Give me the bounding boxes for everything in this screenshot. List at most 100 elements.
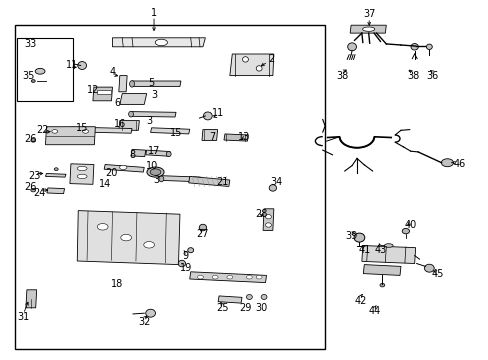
Ellipse shape (178, 260, 185, 267)
Text: 6: 6 (114, 98, 120, 108)
Ellipse shape (143, 242, 154, 248)
Polygon shape (263, 209, 273, 230)
Text: 19: 19 (179, 263, 192, 273)
Text: 34: 34 (269, 177, 282, 187)
Ellipse shape (31, 80, 35, 82)
Text: 17: 17 (148, 146, 161, 156)
Ellipse shape (121, 234, 131, 241)
Text: 41: 41 (357, 245, 370, 255)
Ellipse shape (426, 44, 431, 49)
Text: 25: 25 (216, 303, 228, 313)
Text: 36: 36 (426, 71, 438, 81)
Bar (15, 25, 325, 349)
Text: 44: 44 (367, 306, 380, 316)
Text: 1: 1 (151, 8, 157, 18)
Polygon shape (70, 127, 132, 133)
Polygon shape (218, 296, 242, 303)
Text: 16: 16 (113, 119, 126, 129)
Text: 4: 4 (109, 67, 115, 77)
Ellipse shape (256, 275, 262, 279)
Polygon shape (150, 128, 189, 134)
Ellipse shape (268, 185, 276, 191)
Text: 9: 9 (183, 251, 188, 261)
Polygon shape (104, 165, 144, 172)
Ellipse shape (261, 294, 266, 300)
Text: 32: 32 (138, 317, 150, 327)
Text: 33: 33 (24, 39, 37, 49)
Text: 13: 13 (238, 132, 250, 142)
Text: 2: 2 (268, 54, 274, 64)
Ellipse shape (347, 43, 356, 51)
Ellipse shape (424, 264, 433, 272)
Polygon shape (131, 149, 145, 157)
Text: 22: 22 (36, 125, 48, 135)
Polygon shape (131, 81, 181, 86)
Polygon shape (160, 176, 200, 182)
Polygon shape (224, 134, 248, 141)
Text: 11: 11 (211, 108, 224, 118)
Ellipse shape (410, 44, 417, 50)
Ellipse shape (150, 169, 161, 175)
Ellipse shape (265, 215, 271, 219)
Ellipse shape (362, 27, 374, 31)
Polygon shape (77, 211, 180, 265)
Text: 31: 31 (17, 312, 30, 322)
Polygon shape (349, 25, 386, 33)
Ellipse shape (246, 275, 252, 279)
Text: 39: 39 (344, 231, 357, 241)
Ellipse shape (199, 224, 206, 231)
Text: 35: 35 (22, 71, 35, 81)
Ellipse shape (159, 176, 163, 182)
Text: 45: 45 (430, 269, 443, 279)
Polygon shape (45, 174, 66, 177)
Text: 38: 38 (335, 71, 348, 81)
Text: 40: 40 (404, 220, 416, 230)
Text: 38: 38 (406, 71, 419, 81)
Ellipse shape (77, 174, 87, 179)
Text: 46: 46 (452, 159, 465, 169)
Polygon shape (363, 265, 400, 275)
Polygon shape (70, 164, 94, 184)
Text: 5: 5 (148, 78, 154, 88)
Text: 42: 42 (353, 296, 366, 306)
Ellipse shape (145, 309, 155, 317)
Ellipse shape (97, 224, 108, 230)
Text: 29: 29 (239, 303, 251, 313)
Text: 15: 15 (169, 128, 182, 138)
Ellipse shape (31, 188, 36, 192)
Ellipse shape (203, 112, 212, 120)
Ellipse shape (128, 111, 133, 117)
Text: 24: 24 (33, 188, 45, 198)
Ellipse shape (384, 244, 392, 247)
Text: 7: 7 (209, 132, 215, 142)
Ellipse shape (246, 294, 252, 300)
Text: 21: 21 (216, 177, 228, 187)
Polygon shape (145, 150, 170, 156)
Text: 14: 14 (99, 179, 111, 189)
Text: 30: 30 (255, 303, 267, 313)
Polygon shape (189, 272, 266, 283)
Ellipse shape (155, 39, 167, 46)
Polygon shape (119, 76, 127, 92)
Polygon shape (112, 38, 205, 47)
Ellipse shape (54, 168, 58, 171)
Ellipse shape (265, 223, 271, 227)
Text: 3: 3 (153, 175, 159, 185)
Text: 26: 26 (24, 182, 37, 192)
Text: 10: 10 (145, 161, 158, 171)
Polygon shape (188, 176, 229, 186)
Polygon shape (45, 127, 95, 145)
Ellipse shape (187, 248, 193, 253)
Polygon shape (93, 87, 112, 101)
Ellipse shape (35, 68, 45, 74)
Text: 15: 15 (76, 123, 88, 133)
Text: 26: 26 (24, 134, 37, 144)
Polygon shape (130, 112, 176, 117)
Polygon shape (361, 246, 415, 264)
Ellipse shape (78, 62, 86, 69)
Ellipse shape (401, 229, 409, 234)
Ellipse shape (212, 275, 218, 279)
Ellipse shape (226, 275, 232, 279)
Ellipse shape (166, 152, 171, 157)
Polygon shape (202, 130, 217, 140)
